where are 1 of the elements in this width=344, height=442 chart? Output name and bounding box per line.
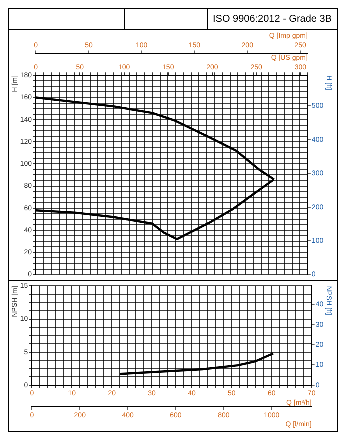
chart-title: ISO 9906:2012 - Grade 3B — [212, 12, 333, 26]
